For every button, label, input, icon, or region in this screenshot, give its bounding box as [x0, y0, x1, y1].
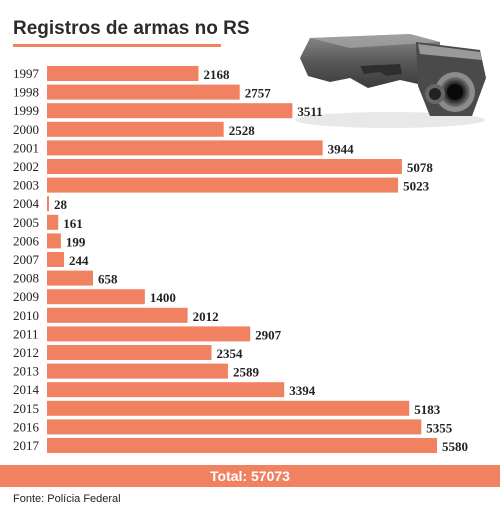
value-label-2000: 2528 — [229, 123, 256, 138]
value-label-2007: 244 — [69, 253, 89, 268]
bar-chart: 1997 2168 1998 2757 1999 3511 2000 2528 2001 3944… — [13, 66, 468, 454]
bar-2010 — [47, 307, 188, 323]
year-label-2017: 2017 — [13, 438, 40, 453]
bar-2014 — [47, 382, 285, 398]
year-label-2006: 2006 — [13, 233, 40, 248]
year-label-2011: 2011 — [13, 326, 39, 341]
year-label-2014: 2014 — [13, 382, 40, 397]
year-label-2001: 2001 — [13, 140, 39, 155]
bar-2011 — [47, 326, 251, 342]
bar-2004 — [47, 196, 49, 212]
value-label-2012: 2354 — [217, 346, 244, 361]
bar-2000 — [47, 121, 224, 137]
chart-title: Registros de armas no RS — [13, 18, 250, 39]
bar-1998 — [47, 84, 240, 100]
bar-2009 — [47, 289, 145, 305]
year-label-2010: 2010 — [13, 308, 39, 323]
year-label-2005: 2005 — [13, 215, 39, 230]
value-label-2003: 5023 — [403, 179, 430, 194]
bar-1999 — [47, 103, 293, 119]
value-label-2010: 2012 — [193, 309, 219, 324]
value-label-2002: 5078 — [407, 160, 434, 175]
year-label-2002: 2002 — [13, 159, 39, 174]
value-label-2011: 2907 — [255, 327, 282, 342]
value-label-2015: 5183 — [414, 402, 441, 417]
bar-2017 — [47, 438, 437, 453]
year-label-2008: 2008 — [13, 271, 39, 286]
title-underline — [13, 44, 221, 47]
year-label-1997: 1997 — [13, 66, 40, 81]
value-label-1999: 3511 — [297, 104, 322, 119]
bar-2006 — [47, 233, 61, 249]
total-label: Total: 57073 — [210, 468, 290, 484]
year-label-2007: 2007 — [13, 252, 40, 267]
value-label-1998: 2757 — [245, 86, 272, 101]
year-label-2009: 2009 — [13, 289, 39, 304]
bar-2005 — [47, 214, 59, 230]
value-label-2009: 1400 — [150, 290, 176, 305]
value-label-2006: 199 — [66, 234, 86, 249]
source-note: Fonte: Polícia Federal — [13, 493, 121, 505]
bar-2007 — [47, 252, 65, 267]
value-label-2017: 5580 — [442, 439, 468, 454]
year-label-2015: 2015 — [13, 401, 39, 416]
value-label-2004: 28 — [54, 197, 68, 212]
bar-2008 — [47, 270, 93, 286]
pistol-image — [295, 34, 486, 128]
year-label-1998: 1998 — [13, 85, 39, 100]
year-label-2003: 2003 — [13, 178, 39, 193]
value-label-2014: 3394 — [289, 383, 316, 398]
year-label-2013: 2013 — [13, 364, 39, 379]
bar-2003 — [47, 177, 399, 193]
bar-2015 — [47, 400, 410, 416]
value-label-2005: 161 — [63, 216, 82, 231]
bar-2001 — [47, 140, 323, 156]
bar-2002 — [47, 159, 402, 174]
year-label-2012: 2012 — [13, 345, 39, 360]
year-label-2004: 2004 — [13, 196, 40, 211]
year-label-1999: 1999 — [13, 103, 39, 118]
bar-2013 — [47, 363, 228, 379]
bar-2016 — [47, 419, 422, 435]
year-label-2016: 2016 — [13, 419, 40, 434]
value-label-2008: 658 — [98, 272, 118, 287]
value-label-1997: 2168 — [204, 67, 231, 82]
value-label-2016: 5355 — [426, 420, 453, 435]
year-label-2000: 2000 — [13, 122, 39, 137]
value-label-2013: 2589 — [233, 365, 259, 380]
bar-1997 — [47, 66, 199, 81]
value-label-2001: 3944 — [328, 141, 355, 156]
total-banner: Total: 57073 — [0, 465, 500, 487]
bar-2012 — [47, 345, 212, 360]
